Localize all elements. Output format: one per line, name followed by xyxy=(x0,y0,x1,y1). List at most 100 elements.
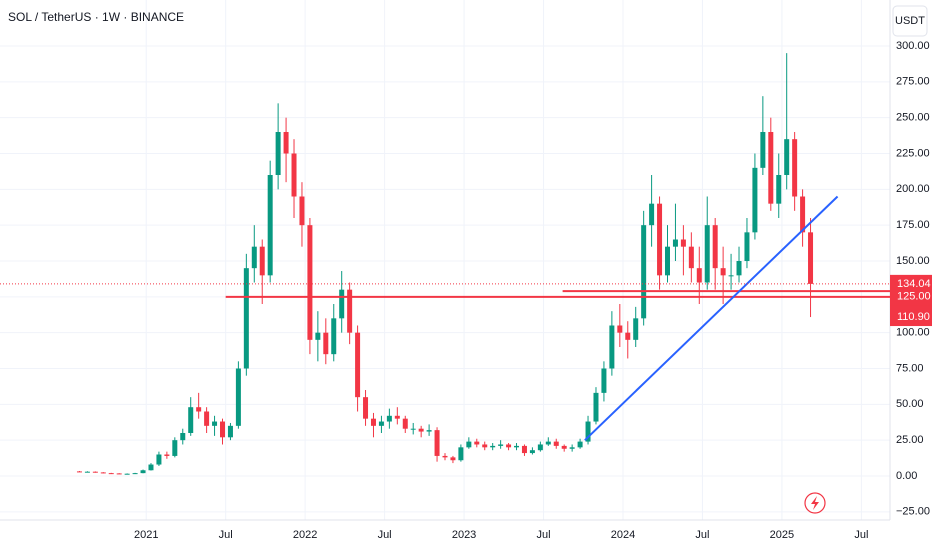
candle-body xyxy=(736,261,742,276)
x-tick-label: 2025 xyxy=(770,529,794,541)
x-tick-label: Jul xyxy=(537,529,551,541)
candle-body xyxy=(458,447,464,461)
candle-body xyxy=(466,441,472,448)
candle-body xyxy=(768,132,774,204)
unit-label: USDT xyxy=(895,15,925,27)
candle-body xyxy=(76,471,82,473)
candle-body xyxy=(657,203,663,276)
candle-body xyxy=(323,332,329,355)
candle-body xyxy=(490,445,496,448)
x-tick-label: Jul xyxy=(378,529,392,541)
candle-body xyxy=(84,471,90,473)
candle-body xyxy=(752,167,758,233)
candle-body xyxy=(760,132,766,168)
candle-body xyxy=(299,196,305,226)
candle-body xyxy=(529,450,535,454)
candle-body xyxy=(728,275,734,277)
candle-body xyxy=(188,407,194,433)
x-tick-label: Jul xyxy=(854,529,868,541)
chart-title: SOL / TetherUS · 1W · BINANCE xyxy=(8,10,184,24)
unit-box[interactable] xyxy=(892,5,928,37)
candle-body xyxy=(172,440,178,456)
y-tick-label: 100.00 xyxy=(896,327,930,339)
price-label-box xyxy=(890,287,932,306)
candle-body xyxy=(355,332,361,398)
candle-body xyxy=(315,332,321,340)
candle-body xyxy=(672,239,678,247)
lightning-icon[interactable] xyxy=(804,492,826,514)
y-tick-label: 75.00 xyxy=(896,362,924,374)
candle-body xyxy=(140,470,146,474)
candle-body xyxy=(577,441,583,448)
candle-body xyxy=(347,289,353,333)
candle-body xyxy=(394,415,400,419)
candle-body xyxy=(386,415,392,422)
price-label: 125.00 xyxy=(897,291,931,303)
candle-body xyxy=(251,246,257,269)
candle-body xyxy=(688,246,694,269)
candle-body xyxy=(363,397,369,419)
candle-body xyxy=(212,421,218,426)
candle-body xyxy=(704,225,710,283)
candle-body xyxy=(92,471,98,473)
candle-body xyxy=(720,268,726,276)
candle-body xyxy=(100,472,106,474)
candle-body xyxy=(275,132,281,176)
candle-body xyxy=(339,289,345,319)
x-tick-label: 2023 xyxy=(452,529,476,541)
candle-body xyxy=(474,441,480,445)
candle-body xyxy=(434,430,440,456)
candle-body xyxy=(370,418,376,426)
candle-body xyxy=(164,454,170,456)
candle-body xyxy=(410,428,416,430)
candle-body xyxy=(235,368,241,426)
candle-body xyxy=(641,225,647,319)
candle-body xyxy=(148,464,154,471)
candle-body xyxy=(521,445,527,454)
candle-body xyxy=(537,444,543,451)
y-tick-label: 300.00 xyxy=(896,40,930,52)
candle-body xyxy=(402,418,408,429)
candle-body xyxy=(593,392,599,422)
candle-body xyxy=(307,225,313,340)
candle-body xyxy=(569,447,575,449)
candle-body xyxy=(514,445,520,448)
y-tick-label: 275.00 xyxy=(896,76,930,88)
candle-body xyxy=(204,411,210,426)
candle-body xyxy=(649,203,655,226)
x-tick-label: Jul xyxy=(219,529,233,541)
x-tick-label: 2024 xyxy=(611,529,635,541)
y-tick-label: 50.00 xyxy=(896,398,924,410)
candle-body xyxy=(776,175,782,204)
candle-body xyxy=(259,246,265,276)
candle-body xyxy=(792,139,798,197)
candle-body xyxy=(196,407,202,412)
candle-body xyxy=(132,473,138,475)
candle-body xyxy=(696,268,702,283)
y-tick-label: 225.00 xyxy=(896,147,930,159)
candle-body xyxy=(680,239,686,247)
candle-body xyxy=(561,445,567,449)
x-tick-label: Jul xyxy=(695,529,709,541)
candle-body xyxy=(108,473,114,475)
candle-body xyxy=(498,444,504,446)
trend-line xyxy=(584,195,839,441)
candle-body xyxy=(617,325,623,333)
candle-body xyxy=(331,318,337,355)
y-tick-label: 175.00 xyxy=(896,219,930,231)
candle-body xyxy=(665,246,670,276)
last-price-label: 134.04 xyxy=(897,278,931,290)
candle-body xyxy=(712,225,718,269)
candle-body xyxy=(450,457,456,461)
candle-body xyxy=(585,421,591,442)
candle-body xyxy=(784,139,790,176)
candle-body xyxy=(426,430,432,432)
candle-body xyxy=(744,232,750,262)
candle-body xyxy=(124,473,130,475)
candle-body xyxy=(116,473,122,475)
candle-body xyxy=(482,444,488,448)
candle-body xyxy=(378,421,384,426)
candle-body xyxy=(418,428,424,432)
candle-body xyxy=(291,153,297,197)
